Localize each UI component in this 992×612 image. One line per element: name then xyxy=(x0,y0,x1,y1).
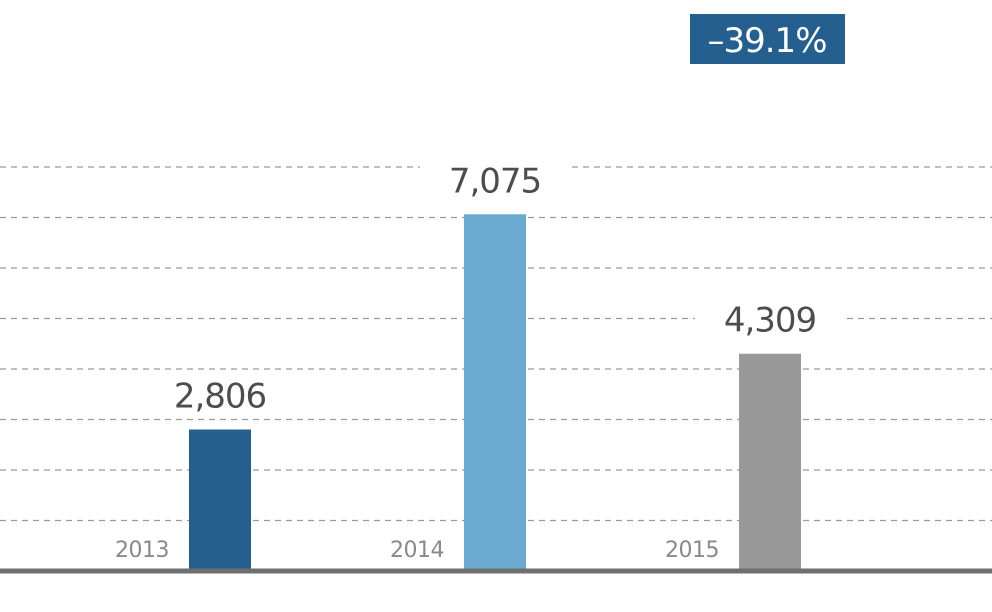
bars xyxy=(189,214,801,571)
value-label-background xyxy=(420,160,570,203)
value-label-2015: 4,309 xyxy=(724,301,816,341)
year-label-2015: 2015 xyxy=(665,538,719,563)
value-label-background xyxy=(695,299,845,342)
bar-2015 xyxy=(739,353,801,571)
change-badge-background xyxy=(690,14,845,64)
labels: 2,806 2013 7,075 2014 4,309 2015 xyxy=(115,160,845,563)
change-badge: –39.1% xyxy=(690,14,845,64)
bar-2014 xyxy=(464,214,526,571)
bar-2013 xyxy=(189,429,251,571)
value-label-2013: 2,806 xyxy=(174,377,266,417)
value-label-2014: 7,075 xyxy=(449,161,541,201)
year-label-2014: 2014 xyxy=(390,538,444,563)
change-badge-text: –39.1% xyxy=(707,21,826,61)
year-label-2013: 2013 xyxy=(115,538,169,563)
value-label-background xyxy=(145,375,295,418)
